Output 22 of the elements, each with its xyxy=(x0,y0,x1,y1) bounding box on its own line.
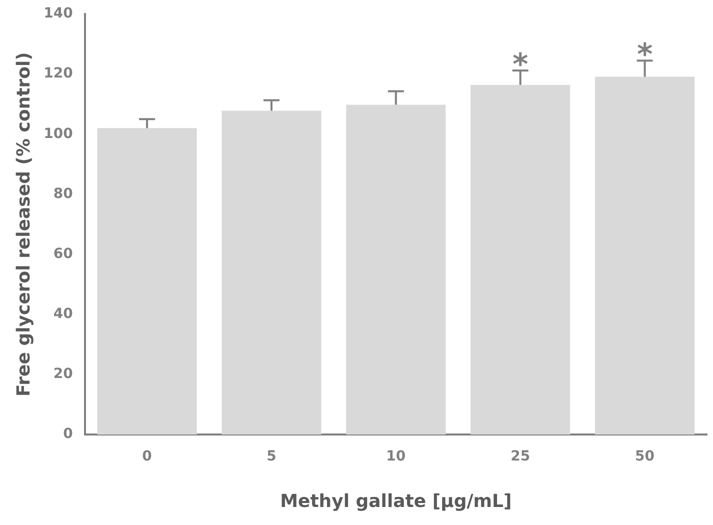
x-tick-label: 0 xyxy=(142,448,152,465)
annotation: * xyxy=(512,47,528,82)
x-tick-label: 50 xyxy=(635,448,655,465)
annotation: * xyxy=(636,38,653,73)
y-axis-title: Free glycerol released (% control) xyxy=(13,52,34,396)
y-tick-label: 20 xyxy=(53,366,74,382)
bar xyxy=(470,84,570,435)
x-tick-label: 5 xyxy=(266,448,276,465)
y-tick-label: 120 xyxy=(44,66,74,82)
y-tick-label: 140 xyxy=(44,6,74,22)
x-tick-label: 10 xyxy=(386,448,406,465)
x-axis-title: Methyl gallate [µg/mL] xyxy=(280,490,512,512)
y-tick-label: 60 xyxy=(53,246,74,262)
bar xyxy=(595,76,695,435)
y-tick-label: 40 xyxy=(53,306,74,322)
y-tick-label: 100 xyxy=(44,126,74,142)
bar xyxy=(97,128,197,435)
x-tick-label: 25 xyxy=(510,448,530,465)
y-tick-label: 0 xyxy=(63,426,74,442)
y-tick-label: 80 xyxy=(53,186,74,202)
bar xyxy=(222,110,322,435)
bar xyxy=(346,104,446,435)
